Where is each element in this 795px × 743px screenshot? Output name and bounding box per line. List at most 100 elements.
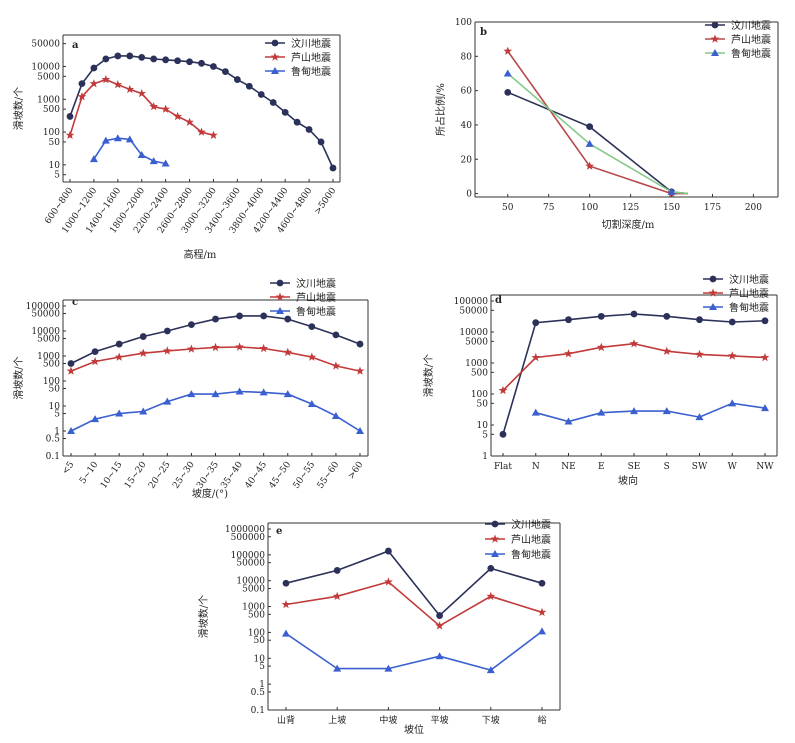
data-point <box>331 411 340 419</box>
data-point <box>503 46 513 55</box>
data-point <box>498 385 508 395</box>
y-tick-label: 5000 <box>37 72 60 82</box>
series-line <box>69 78 214 137</box>
legend-label: 芦山地震 <box>731 33 771 46</box>
series-0 <box>67 312 364 367</box>
chart-panel-b: 0 20 40 60 80 100 50 75 100 125 150 175 200 b 切割深度/m 所占… <box>434 18 779 231</box>
x-tick-label: 50~55 <box>292 460 318 491</box>
data-point <box>331 361 341 370</box>
y-tick-label: 50 <box>254 636 266 646</box>
data-point <box>307 400 316 408</box>
data-point <box>760 352 770 362</box>
x-tick-label: 75 <box>543 203 555 213</box>
x-tick-label: NE <box>561 462 575 472</box>
data-point <box>761 404 769 412</box>
x-tick-label: 10~15 <box>99 460 125 491</box>
data-point <box>355 366 365 375</box>
data-point <box>333 664 342 672</box>
y-tick-label: 1000 <box>37 95 60 105</box>
data-point <box>235 342 244 351</box>
data-point <box>356 427 364 434</box>
data-point <box>77 92 87 101</box>
data-point <box>630 310 638 318</box>
data-point <box>185 117 194 126</box>
legend-label: 鲁甸地震 <box>731 47 771 60</box>
data-point <box>333 567 341 574</box>
series-2 <box>67 387 364 434</box>
data-point <box>67 427 75 434</box>
y-tick-label: 500 <box>43 105 60 115</box>
legend-label: 鲁甸地震 <box>291 65 331 78</box>
data-point <box>597 408 606 416</box>
data-point <box>629 339 639 348</box>
y-tick-label: 10 <box>477 421 489 431</box>
x-tick-label: 50 <box>502 203 514 213</box>
y-tick-label: 0.5 <box>251 688 266 698</box>
x-tick-label: 45~50 <box>268 460 294 491</box>
data-point <box>307 352 317 361</box>
data-point <box>486 666 495 674</box>
data-point <box>235 387 244 395</box>
data-point <box>139 407 148 415</box>
data-point <box>126 52 134 60</box>
data-point <box>728 318 736 326</box>
data-point <box>102 55 110 63</box>
y-tick-label: 5 <box>259 662 265 672</box>
x-tick-label: 125 <box>622 203 639 213</box>
x-tick-label: 山背 <box>277 714 295 726</box>
data-point <box>531 408 540 416</box>
data-point <box>662 346 672 355</box>
data-point <box>161 104 170 113</box>
x-tick-label: 25~30 <box>171 460 197 491</box>
x-tick-label: SW <box>692 462 708 472</box>
y-tick-label: 50 <box>49 138 61 148</box>
y-tick-label: 40 <box>461 121 473 131</box>
data-point <box>138 348 148 357</box>
legend-marker <box>491 520 499 528</box>
y-tick-label: 5 <box>54 171 60 181</box>
data-point <box>332 591 342 600</box>
x-tick-label: N <box>532 462 540 472</box>
chart-panel-e: 0.10.51510501005001000500010000500001000… <box>197 518 561 736</box>
data-point <box>187 390 196 398</box>
x-tick-label: 30~35 <box>195 460 221 491</box>
x-tick-label: 15~20 <box>123 460 149 491</box>
data-point <box>435 652 444 660</box>
y-tick-label: 60 <box>461 87 473 97</box>
data-point <box>283 390 292 398</box>
series-1 <box>498 339 770 395</box>
y-tick-label: 100 <box>248 628 265 638</box>
x-tick-label: 下坡 <box>482 714 500 726</box>
data-point <box>66 113 74 120</box>
data-point <box>596 342 606 352</box>
data-point <box>115 409 124 417</box>
y-tick-label: 50000 <box>31 40 60 50</box>
y-tick-label: 20 <box>461 155 473 165</box>
legend-marker <box>711 21 719 29</box>
data-point <box>162 56 170 64</box>
series-2 <box>531 399 769 425</box>
data-point <box>91 415 100 423</box>
data-point <box>236 312 243 320</box>
data-point <box>161 159 170 167</box>
series-line <box>507 50 688 195</box>
legend-marker <box>275 292 285 301</box>
y-tick-label: 1000 <box>242 603 265 613</box>
data-point <box>282 579 290 587</box>
data-point <box>125 135 134 143</box>
data-point <box>436 612 443 619</box>
data-point <box>696 316 703 324</box>
legend-label: 鲁甸地震 <box>296 305 336 318</box>
legend-marker <box>709 275 717 283</box>
data-point <box>210 63 217 70</box>
data-point <box>211 342 220 352</box>
data-point <box>113 134 122 142</box>
data-point <box>269 99 277 106</box>
series-0 <box>504 88 688 196</box>
data-point <box>114 352 124 361</box>
x-tick-label: 150 <box>663 203 680 213</box>
y-tick-label: 5000 <box>37 335 60 345</box>
legend-marker <box>708 288 718 297</box>
y-tick-label: 5000 <box>242 584 265 594</box>
